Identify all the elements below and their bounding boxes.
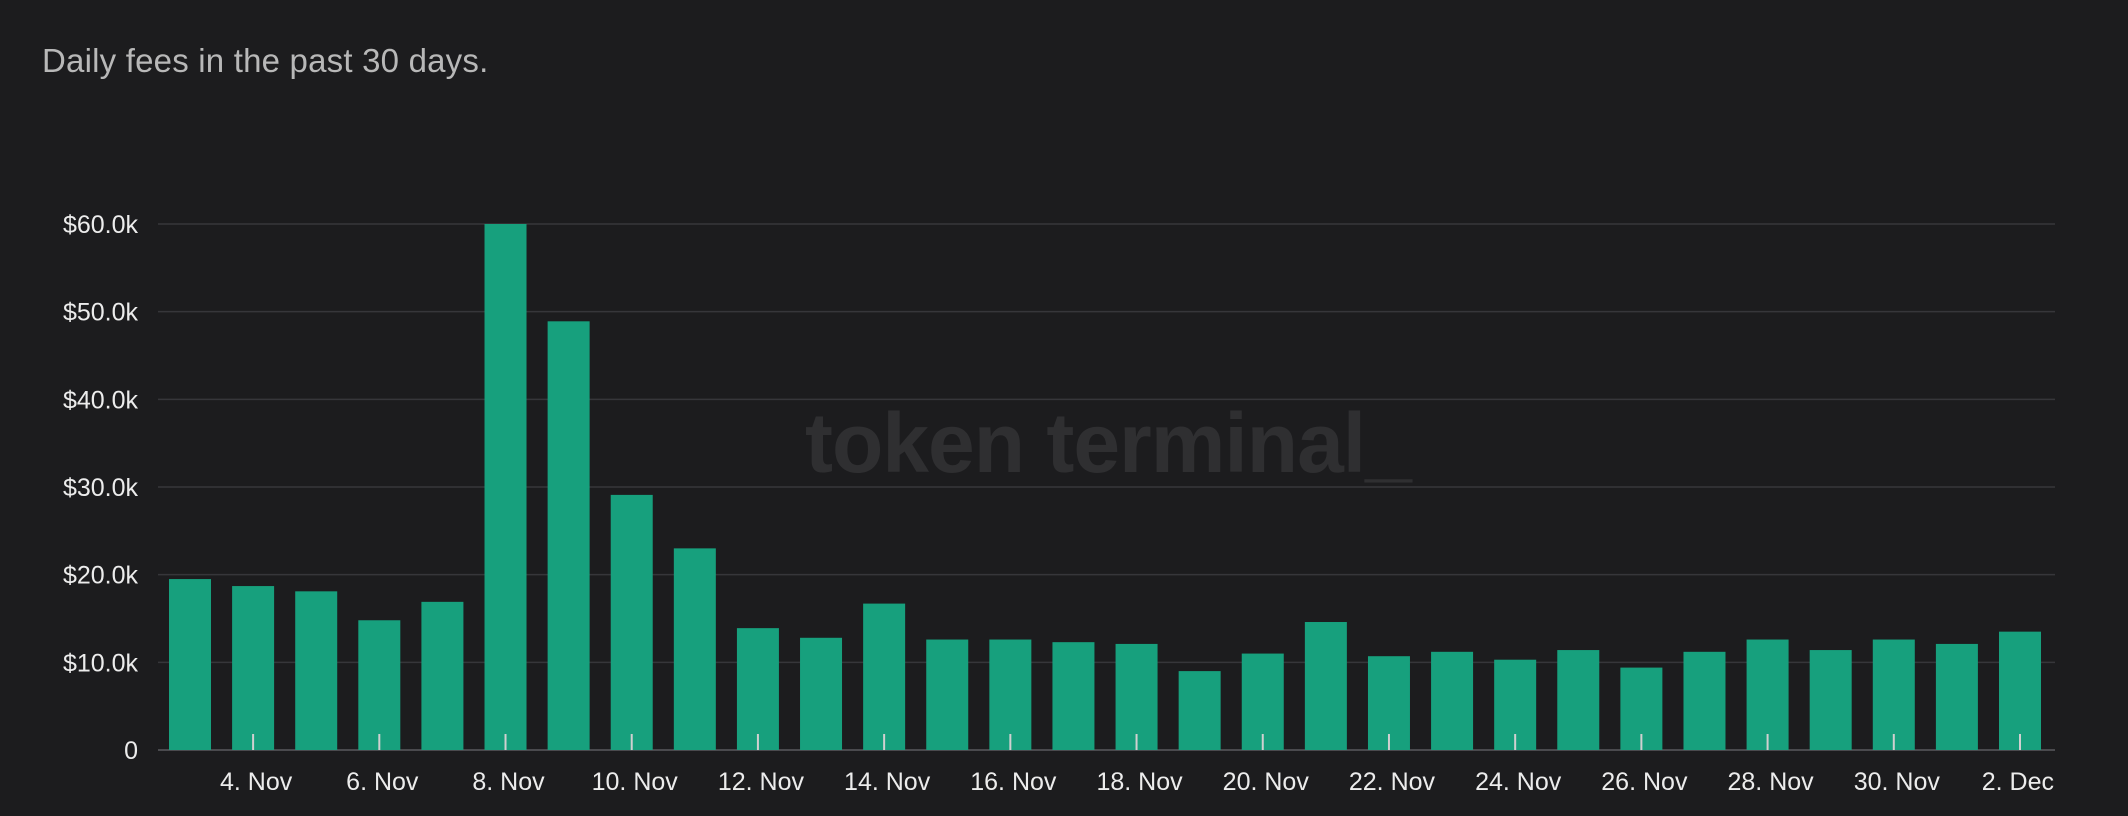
- x-tick-label: 2. Dec: [1982, 768, 2054, 796]
- bar-25-nov[interactable]: [1557, 650, 1600, 750]
- bar-30-nov[interactable]: [1872, 639, 1915, 750]
- bar-8-nov[interactable]: [484, 224, 527, 750]
- y-tick-label: $10.0k: [63, 649, 139, 677]
- bar-5-nov[interactable]: [295, 591, 338, 750]
- bars: [169, 224, 2041, 750]
- x-tick-label: 16. Nov: [970, 768, 1057, 796]
- bar-16-nov[interactable]: [989, 639, 1032, 750]
- bar-27-nov[interactable]: [1683, 651, 1726, 750]
- bar-18-nov[interactable]: [1115, 643, 1158, 750]
- bar-4-nov[interactable]: [232, 586, 275, 750]
- bar-7-nov[interactable]: [421, 601, 464, 750]
- x-tick-label: 12. Nov: [718, 768, 805, 796]
- y-tick-label: $50.0k: [63, 299, 139, 327]
- chart-subtitle: Daily fees in the past 30 days.: [42, 42, 489, 79]
- bar-9-nov[interactable]: [547, 321, 590, 750]
- bar-23-nov[interactable]: [1431, 651, 1474, 750]
- y-tick-label: $40.0k: [63, 386, 139, 414]
- bar-1-dec[interactable]: [1935, 643, 1978, 750]
- bar-19-nov[interactable]: [1178, 671, 1221, 750]
- bar-20-nov[interactable]: [1241, 653, 1284, 750]
- token-terminal-watermark: token terminal_: [805, 396, 1413, 490]
- x-tick-label: 10. Nov: [592, 768, 679, 796]
- bar-17-nov[interactable]: [1052, 642, 1095, 750]
- bar-13-nov[interactable]: [800, 637, 843, 750]
- bar-3-nov[interactable]: [169, 579, 211, 750]
- y-tick-label: $30.0k: [63, 474, 139, 502]
- y-axis-labels: 0 $10.0k $20.0k $30.0k $40.0k $50.0k $60.0k: [63, 211, 139, 765]
- bar-28-nov[interactable]: [1746, 639, 1789, 750]
- x-tick-label: 20. Nov: [1223, 768, 1310, 796]
- x-axis-labels: 4. Nov 6. Nov 8. Nov 10. Nov 12. Nov 14. Nov 1…: [220, 734, 2054, 796]
- y-tick-label: 0: [124, 737, 138, 765]
- grid-lines: [158, 223, 2055, 751]
- x-tick-label: 8. Nov: [472, 768, 545, 796]
- bar-12-nov[interactable]: [736, 628, 779, 750]
- x-tick-label: 14. Nov: [844, 768, 931, 796]
- bar-14-nov[interactable]: [863, 603, 906, 750]
- x-tick-label: 6. Nov: [346, 768, 419, 796]
- x-tick-label: 26. Nov: [1601, 768, 1688, 796]
- bar-6-nov[interactable]: [358, 620, 401, 750]
- x-tick-label: 28. Nov: [1728, 768, 1815, 796]
- bar-21-nov[interactable]: [1304, 622, 1347, 750]
- x-tick-label: 22. Nov: [1349, 768, 1436, 796]
- bar-2-dec[interactable]: [1999, 631, 2041, 750]
- bar-15-nov[interactable]: [926, 639, 969, 750]
- x-tick-label: 18. Nov: [1096, 768, 1183, 796]
- y-tick-label: $60.0k: [63, 211, 139, 239]
- x-tick-label: 24. Nov: [1475, 768, 1562, 796]
- bar-29-nov[interactable]: [1809, 650, 1852, 750]
- y-tick-label: $20.0k: [63, 562, 139, 590]
- x-tick-label: 4. Nov: [220, 768, 293, 796]
- x-tick-label: 30. Nov: [1854, 768, 1941, 796]
- bar-11-nov[interactable]: [673, 548, 716, 750]
- bar-10-nov[interactable]: [610, 494, 653, 750]
